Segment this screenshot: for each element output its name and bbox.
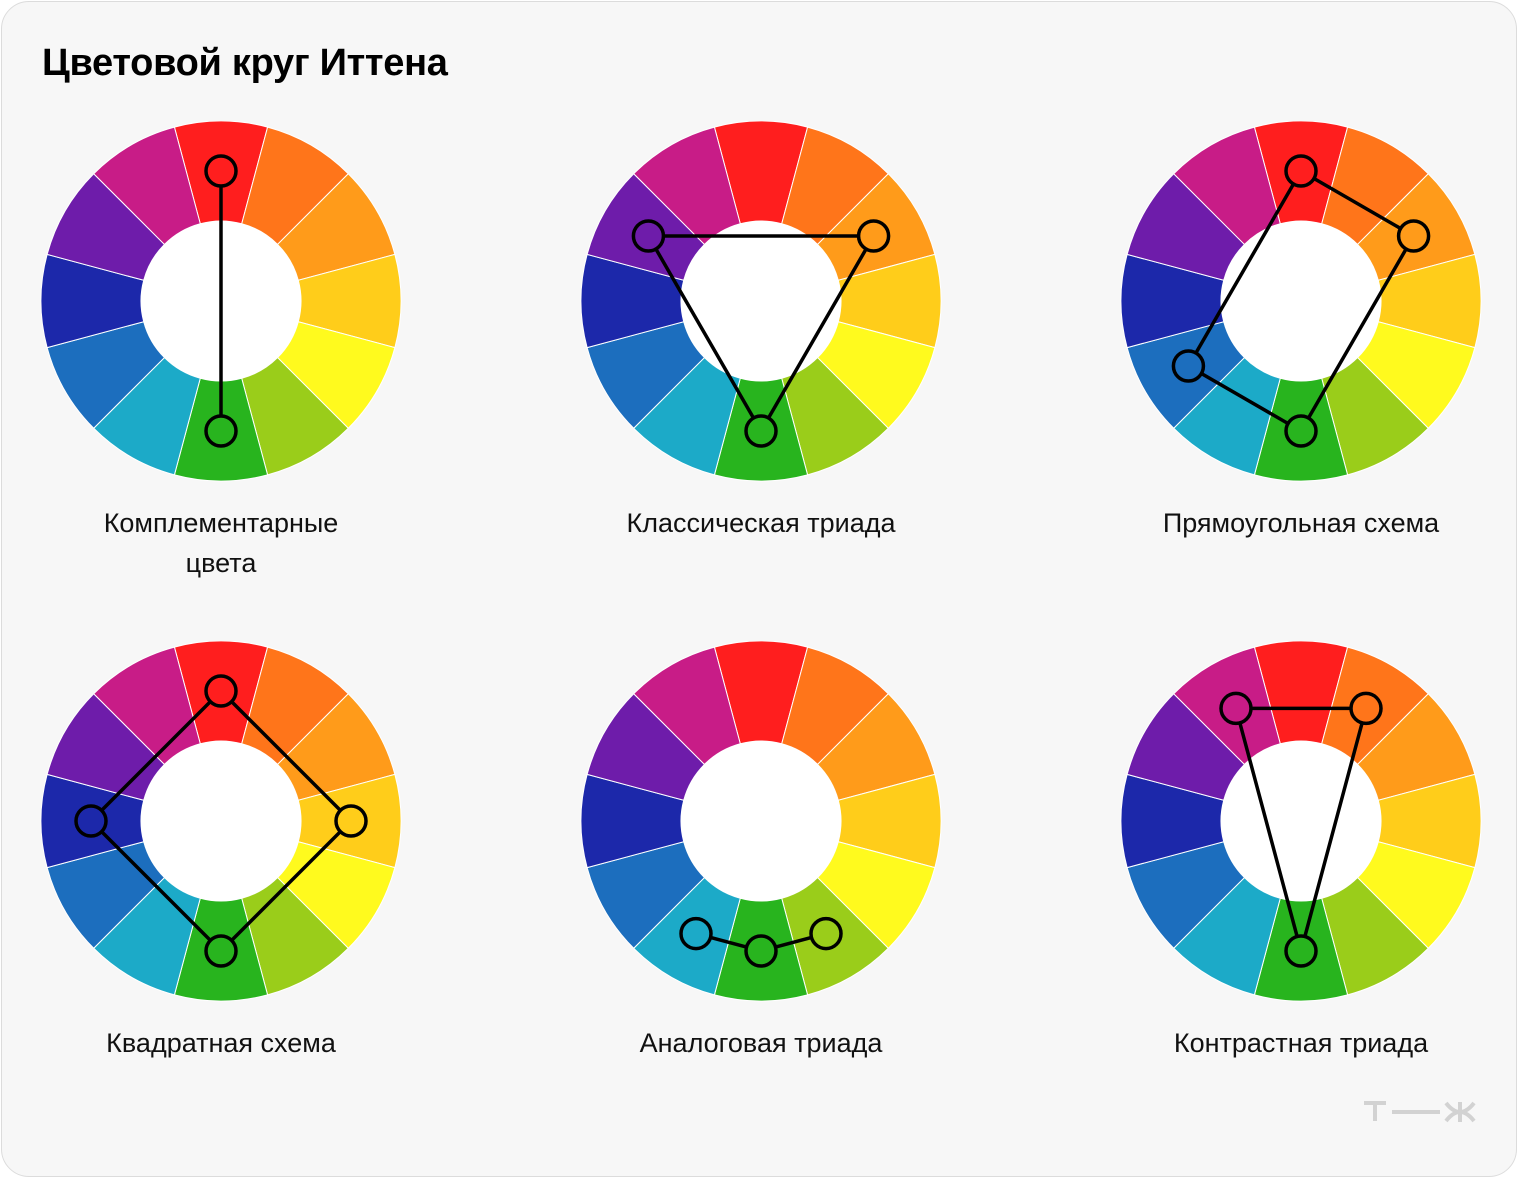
scheme-marker-orange [1396, 219, 1431, 253]
scheme-marker-red [204, 674, 238, 708]
scheme-classic-triad: Классическая триада [561, 121, 961, 538]
scheme-label: Контрастная триада [1173, 1028, 1429, 1058]
scheme-connector [645, 234, 877, 435]
scheme-marker-yellow-green [809, 916, 843, 951]
scheme-marker-red [204, 154, 238, 188]
scheme-label: Прямоугольная схема [1162, 508, 1440, 538]
scheme-connector [1233, 706, 1369, 958]
wheel-center [681, 221, 841, 381]
wheel-center [681, 741, 841, 901]
color-wheel [1120, 121, 1482, 482]
scheme-marker-green [1284, 934, 1318, 968]
scheme-label: Квадратная схема [106, 1028, 336, 1058]
scheme-marker-blue [1171, 349, 1206, 383]
wheel-center [141, 741, 301, 901]
scheme-marker-yellow-orange [334, 804, 368, 838]
tzh-logo [1364, 1101, 1476, 1123]
scheme-complementary: Комплементарные цвета [21, 121, 421, 578]
scheme-marker-red [1284, 154, 1318, 188]
color-wheel [580, 121, 942, 482]
scheme-contrast-triad: Контрастная триада [1101, 641, 1501, 1058]
scheme-label: Комплементарные цвета [103, 508, 339, 578]
scheme-marker-red-orange [1349, 691, 1383, 726]
scheme-rectangular: Прямоугольная схема [1101, 121, 1501, 538]
scheme-marker-green [204, 414, 238, 448]
wheel-center [1221, 741, 1381, 901]
scheme-label: Аналоговая триада [639, 1028, 883, 1058]
scheme-marker-green [204, 934, 238, 968]
scheme-marker-blue-green [679, 916, 713, 951]
scheme-marker-orange [856, 219, 891, 253]
color-wheel [1120, 641, 1482, 1002]
scheme-marker-blue-violet [74, 804, 108, 838]
color-wheel [40, 121, 402, 482]
scheme-label: Классическая триада [626, 508, 896, 538]
scheme-marker-green [744, 934, 778, 968]
scheme-marker-green [744, 414, 778, 448]
scheme-marker-green [1284, 414, 1318, 448]
color-wheel [40, 641, 402, 1002]
scheme-square: Квадратная схема [21, 641, 421, 1058]
scheme-marker-violet [631, 219, 666, 253]
page-title: Цветовой круг Иттена [42, 42, 448, 84]
color-wheel [580, 641, 942, 1002]
scheme-marker-red-violet [1219, 691, 1253, 726]
scheme-analog-triad: Аналоговая триада [561, 641, 961, 1058]
wheel-center [1221, 221, 1381, 381]
